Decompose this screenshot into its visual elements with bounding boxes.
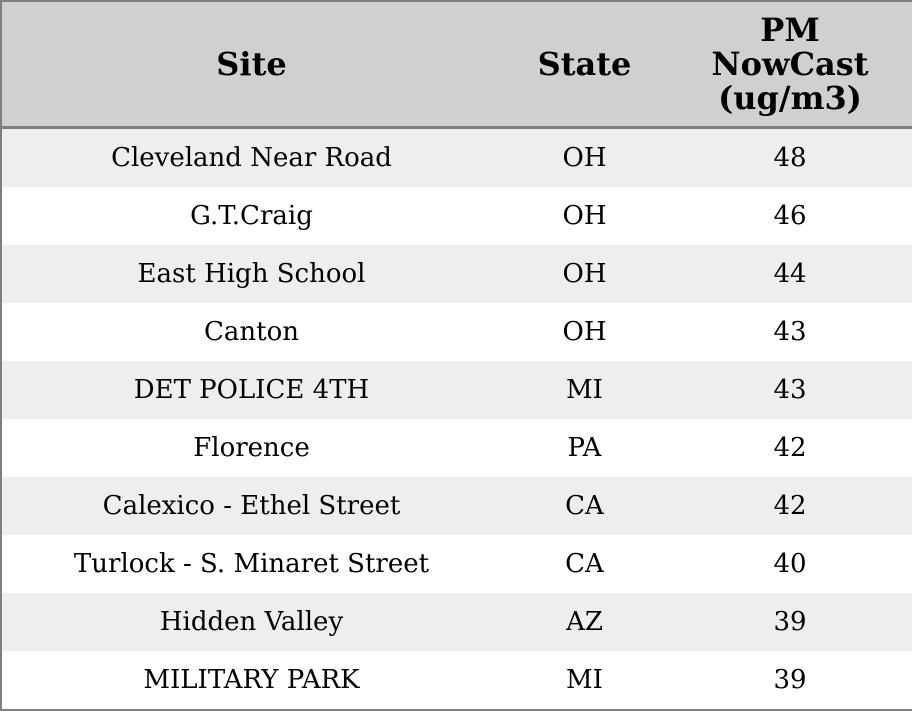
site-cell: Turlock - S. Minaret Street xyxy=(1,535,501,593)
pm-cell: 46 xyxy=(668,187,912,245)
state-cell: OH xyxy=(501,187,668,245)
table-row: Florence PA 42 xyxy=(1,419,912,477)
site-cell: Cleveland Near Road xyxy=(1,127,501,187)
state-cell: AZ xyxy=(501,593,668,651)
table-row: Turlock - S. Minaret Street CA 40 xyxy=(1,535,912,593)
state-cell: CA xyxy=(501,477,668,535)
pm-cell: 44 xyxy=(668,245,912,303)
site-cell: Canton xyxy=(1,303,501,361)
state-cell: OH xyxy=(501,127,668,187)
pm-cell: 48 xyxy=(668,127,912,187)
table-row: Cleveland Near Road OH 48 xyxy=(1,127,912,187)
table-row: Calexico - Ethel Street CA 42 xyxy=(1,477,912,535)
pm-cell: 43 xyxy=(668,361,912,419)
table-row: MILITARY PARK MI 39 xyxy=(1,651,912,710)
pm-cell: 43 xyxy=(668,303,912,361)
state-cell: MI xyxy=(501,361,668,419)
table-row: DET POLICE 4TH MI 43 xyxy=(1,361,912,419)
site-cell: Hidden Valley xyxy=(1,593,501,651)
table-row: Hidden Valley AZ 39 xyxy=(1,593,912,651)
table-row: Canton OH 43 xyxy=(1,303,912,361)
site-cell: Florence xyxy=(1,419,501,477)
column-header: Site xyxy=(1,1,501,129)
pm-cell: 40 xyxy=(668,535,912,593)
state-cell: OH xyxy=(501,245,668,303)
table-row: G.T.Craig OH 46 xyxy=(1,187,912,245)
pm-cell: 39 xyxy=(668,651,912,710)
table-row: East High School OH 44 xyxy=(1,245,912,303)
site-cell: Calexico - Ethel Street xyxy=(1,477,501,535)
pm-cell: 42 xyxy=(668,419,912,477)
site-cell: DET POLICE 4TH xyxy=(1,361,501,419)
site-cell: MILITARY PARK xyxy=(1,651,501,710)
state-cell: CA xyxy=(501,535,668,593)
table-header: Site State PM NowCast (ug/m3) xyxy=(1,1,912,129)
pm-cell: 42 xyxy=(668,477,912,535)
state-cell: PA xyxy=(501,419,668,477)
table-body: Cleveland Near Road OH 48 G.T.Craig OH 46 East… xyxy=(1,127,912,710)
state-cell: OH xyxy=(501,303,668,361)
column-header: PM NowCast (ug/m3) xyxy=(668,1,912,129)
site-cell: G.T.Craig xyxy=(1,187,501,245)
site-cell: East High School xyxy=(1,245,501,303)
state-cell: MI xyxy=(501,651,668,710)
pm-cell: 39 xyxy=(668,593,912,651)
header-row: Site State PM NowCast (ug/m3) xyxy=(1,1,912,129)
column-header: State xyxy=(501,1,668,129)
